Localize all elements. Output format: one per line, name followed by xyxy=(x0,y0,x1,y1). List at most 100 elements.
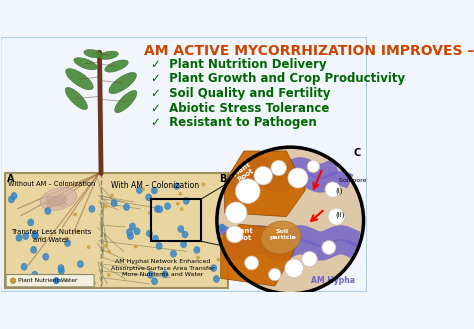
Ellipse shape xyxy=(66,69,93,90)
Polygon shape xyxy=(221,224,294,286)
Text: With AM – Colonization: With AM – Colonization xyxy=(111,181,199,190)
Ellipse shape xyxy=(127,229,133,236)
Circle shape xyxy=(245,256,258,270)
Text: B: B xyxy=(219,174,226,184)
Ellipse shape xyxy=(180,207,183,211)
Ellipse shape xyxy=(155,205,161,212)
Ellipse shape xyxy=(32,271,38,278)
Ellipse shape xyxy=(54,278,59,284)
Ellipse shape xyxy=(73,213,77,216)
Ellipse shape xyxy=(74,58,97,70)
Circle shape xyxy=(328,208,345,225)
Text: AM ACTIVE MYCORRHIZATION IMPROVES –: AM ACTIVE MYCORRHIZATION IMPROVES – xyxy=(144,44,474,59)
Ellipse shape xyxy=(219,224,225,231)
Text: (i): (i) xyxy=(335,188,343,194)
Ellipse shape xyxy=(46,196,66,206)
Ellipse shape xyxy=(134,245,137,248)
Text: (ii): (ii) xyxy=(335,211,345,217)
Ellipse shape xyxy=(104,205,108,209)
Ellipse shape xyxy=(157,206,163,213)
Ellipse shape xyxy=(201,183,206,187)
Text: Transfer Less Nutrients
and Water: Transfer Less Nutrients and Water xyxy=(11,229,91,243)
Text: AM Hyphal Network Enhanced
Absorptive Surface Area Transfer
More Nutrients and W: AM Hyphal Network Enhanced Absorptive Su… xyxy=(111,259,215,277)
Circle shape xyxy=(218,148,363,293)
Ellipse shape xyxy=(151,187,157,194)
Circle shape xyxy=(325,182,340,197)
Ellipse shape xyxy=(176,202,180,206)
Ellipse shape xyxy=(156,242,162,249)
Ellipse shape xyxy=(181,241,187,248)
Ellipse shape xyxy=(43,253,49,260)
Ellipse shape xyxy=(47,195,66,208)
Ellipse shape xyxy=(40,188,77,210)
Ellipse shape xyxy=(141,188,145,191)
Text: Soil pore: Soil pore xyxy=(339,178,366,183)
Ellipse shape xyxy=(147,211,152,215)
Circle shape xyxy=(269,268,281,281)
Ellipse shape xyxy=(84,50,103,58)
Text: ✓  Plant Nutrition Delivery: ✓ Plant Nutrition Delivery xyxy=(151,58,327,71)
Ellipse shape xyxy=(56,276,63,283)
Bar xyxy=(151,199,201,241)
Text: Plant
Root: Plant Root xyxy=(232,161,256,184)
FancyBboxPatch shape xyxy=(0,37,367,292)
Ellipse shape xyxy=(32,232,38,239)
Ellipse shape xyxy=(194,246,200,253)
Ellipse shape xyxy=(107,250,111,253)
Ellipse shape xyxy=(46,197,67,205)
Ellipse shape xyxy=(104,243,108,247)
Ellipse shape xyxy=(16,235,22,241)
Ellipse shape xyxy=(10,278,16,283)
Ellipse shape xyxy=(27,219,34,226)
Polygon shape xyxy=(225,151,306,216)
Text: ✓  Resistant to Pathogen: ✓ Resistant to Pathogen xyxy=(151,116,317,129)
Ellipse shape xyxy=(107,273,110,277)
FancyBboxPatch shape xyxy=(6,274,94,287)
Ellipse shape xyxy=(111,200,117,207)
Ellipse shape xyxy=(109,72,137,94)
Ellipse shape xyxy=(261,221,301,254)
Circle shape xyxy=(217,147,364,294)
Ellipse shape xyxy=(76,229,80,233)
Ellipse shape xyxy=(146,230,153,237)
Text: Soil
particle: Soil particle xyxy=(269,229,296,240)
Text: ✓  Plant Growth and Crop Productivity: ✓ Plant Growth and Crop Productivity xyxy=(151,72,405,85)
Circle shape xyxy=(271,160,286,176)
Ellipse shape xyxy=(45,208,51,215)
Ellipse shape xyxy=(129,223,136,230)
Ellipse shape xyxy=(39,236,43,240)
Text: Plant
Root: Plant Root xyxy=(232,228,253,241)
Ellipse shape xyxy=(21,263,27,270)
Circle shape xyxy=(226,226,243,243)
Ellipse shape xyxy=(162,271,168,278)
Ellipse shape xyxy=(152,278,158,285)
Ellipse shape xyxy=(137,187,143,194)
Ellipse shape xyxy=(64,240,71,246)
Circle shape xyxy=(285,259,303,278)
Ellipse shape xyxy=(115,90,137,113)
Circle shape xyxy=(225,202,247,224)
Text: ✓  Abiotic Stress Tolerance: ✓ Abiotic Stress Tolerance xyxy=(151,102,329,114)
Ellipse shape xyxy=(89,205,95,212)
Ellipse shape xyxy=(23,233,29,240)
Ellipse shape xyxy=(87,245,91,249)
Ellipse shape xyxy=(11,192,17,199)
Ellipse shape xyxy=(147,271,154,278)
Ellipse shape xyxy=(146,194,152,201)
Circle shape xyxy=(288,168,308,188)
Ellipse shape xyxy=(196,256,200,260)
Ellipse shape xyxy=(65,88,87,110)
Ellipse shape xyxy=(9,196,15,203)
Circle shape xyxy=(236,179,260,204)
Ellipse shape xyxy=(128,233,134,240)
Text: Without AM – Colonization: Without AM – Colonization xyxy=(8,181,95,187)
Text: A: A xyxy=(7,174,14,184)
Circle shape xyxy=(307,160,319,173)
Ellipse shape xyxy=(105,60,128,72)
Ellipse shape xyxy=(164,203,171,210)
Ellipse shape xyxy=(77,261,83,267)
Ellipse shape xyxy=(183,197,189,204)
Ellipse shape xyxy=(32,232,38,239)
Circle shape xyxy=(322,240,336,254)
Text: AM Hypha: AM Hypha xyxy=(310,276,355,285)
